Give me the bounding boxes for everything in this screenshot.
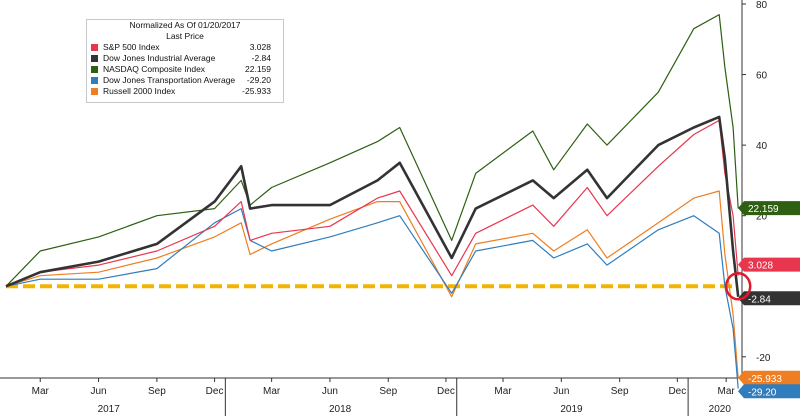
y-tick-label: -20: [756, 353, 771, 364]
legend-swatch: [91, 77, 98, 84]
last-price-tag-bg: [738, 201, 800, 216]
legend-value: -2.84: [251, 53, 271, 63]
last-price-tag-label: -2.84: [748, 294, 771, 305]
series-line-s-p-500-index: [5, 119, 739, 287]
y-tick-label: 40: [756, 141, 768, 152]
x-tick-label: Sep: [611, 386, 629, 397]
last-price-tag: 22.159: [738, 201, 800, 216]
x-tick-label: Jun: [322, 386, 338, 397]
x-tick-label: Dec: [437, 386, 455, 397]
x-year-label: 2019: [560, 404, 583, 415]
legend-item: S&P 500 Index 3.028: [87, 42, 283, 53]
legend-swatch: [91, 44, 98, 51]
chart-subtitle: Last Price: [166, 31, 204, 41]
x-tick-label: Sep: [148, 386, 166, 397]
x-tick-label: Dec: [206, 386, 224, 397]
legend-item: NASDAQ Composite Index 22.159: [87, 64, 283, 75]
legend-value: 3.028: [249, 42, 271, 52]
y-tick-label: 20: [756, 212, 768, 223]
series-line-russell-2000-index: [5, 190, 739, 379]
legend-value: -25.933: [242, 86, 271, 96]
last-price-tag-label: -29.20: [748, 387, 777, 398]
chart-legend: Normalized As Of 01/20/2017 Last Price S…: [86, 19, 284, 103]
x-tick-label: Mar: [263, 386, 281, 397]
x-year-label: 2017: [98, 404, 121, 415]
x-year-label: 2018: [329, 404, 352, 415]
legend-swatch: [91, 55, 98, 62]
legend-entries: S&P 500 Index 3.028 Dow Jones Industrial A…: [87, 42, 283, 97]
legend-value: -29.20: [246, 75, 271, 85]
last-price-tag-bg: [738, 257, 800, 272]
legend-label: NASDAQ Composite Index: [103, 64, 206, 74]
legend-label: Dow Jones Industrial Average: [103, 53, 216, 63]
legend-label: S&P 500 Index: [103, 42, 160, 52]
legend-item: Dow Jones Transportation Average -29.20: [87, 75, 283, 86]
legend-swatch: [91, 88, 98, 95]
x-tick-label: Jun: [90, 386, 106, 397]
legend-label: Russell 2000 Index: [103, 86, 176, 96]
last-price-tag-bg: [738, 291, 800, 306]
chart-title: Normalized As Of 01/20/2017: [129, 20, 241, 30]
series-line-dow-jones-transportation-average: [5, 208, 739, 389]
last-price-tag-bg: [738, 370, 800, 385]
last-price-tag-bg: [738, 384, 800, 399]
legend-value: 22.159: [245, 64, 271, 74]
x-tick-label: Dec: [668, 386, 686, 397]
last-price-tag-label: 22.159: [748, 204, 779, 215]
last-price-tag-label: -25.933: [748, 374, 782, 385]
x-tick-label: Jun: [553, 386, 569, 397]
x-tick-label: Mar: [32, 386, 50, 397]
last-price-tag: -25.933: [738, 370, 800, 385]
y-tick-label: 80: [756, 0, 768, 11]
highlight-circle: [724, 272, 752, 301]
series-line-nasdaq-composite-index: [5, 14, 739, 287]
x-tick-label: Sep: [379, 386, 397, 397]
legend-label: Dow Jones Transportation Average: [103, 75, 236, 85]
series-line-dow-jones-industrial-average: [5, 115, 740, 297]
legend-item: Russell 2000 Index -25.933: [87, 86, 283, 97]
last-price-tag: -2.84: [738, 291, 800, 306]
y-tick-label: 60: [756, 71, 768, 82]
last-price-tag: -29.20: [738, 384, 800, 399]
x-year-label: 2020: [709, 404, 732, 415]
x-tick-label: Mar: [718, 386, 736, 397]
x-tick-label: Mar: [494, 386, 512, 397]
last-price-tag-label: 3.028: [748, 261, 773, 272]
legend-swatch: [91, 66, 98, 73]
last-price-tag: 3.028: [738, 257, 800, 272]
legend-item: Dow Jones Industrial Average -2.84: [87, 53, 283, 64]
